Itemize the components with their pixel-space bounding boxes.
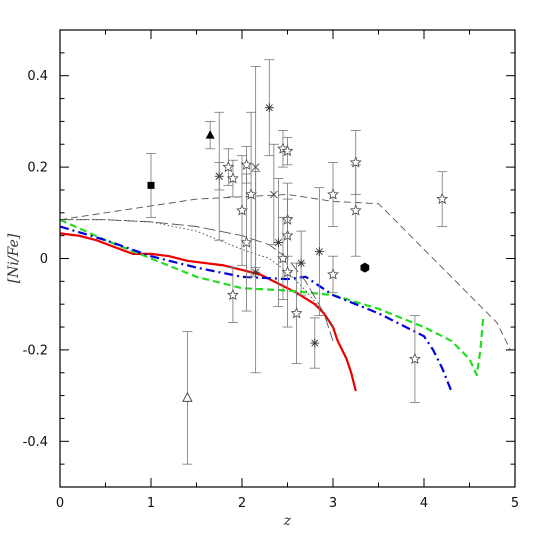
asterisk-stroke bbox=[311, 339, 319, 347]
asterisk-stroke bbox=[297, 259, 305, 267]
data-point-asterisk bbox=[273, 178, 284, 307]
open-star-marker bbox=[227, 288, 239, 301]
data-point-cross bbox=[214, 162, 225, 191]
asterisk-stroke bbox=[252, 268, 260, 276]
y-tick-label: -0.2 bbox=[23, 343, 48, 358]
data-point-star bbox=[245, 111, 257, 278]
y-axis-label: [Ni/Fe] bbox=[6, 233, 22, 283]
model-curve-dashed-4 bbox=[59, 194, 511, 351]
y-tick-label: 0 bbox=[40, 252, 48, 267]
tick-labels: 0 1 2 3 4 5 -0.4 -0.2 0 0.2 0.4 bbox=[23, 69, 520, 511]
asterisk-stroke bbox=[265, 104, 273, 112]
hexagon-marker bbox=[360, 262, 370, 273]
open-triangle-marker bbox=[182, 391, 193, 402]
open-star-marker bbox=[281, 265, 294, 278]
x-tick-label: 1 bbox=[147, 496, 155, 511]
data-point-asterisk bbox=[309, 317, 320, 369]
data-point-star bbox=[240, 173, 253, 312]
data-point-star bbox=[227, 159, 239, 198]
data-point-star bbox=[409, 315, 421, 403]
y-tick-label: 0.2 bbox=[27, 161, 48, 176]
observed-points bbox=[146, 59, 449, 465]
model-curves bbox=[59, 194, 514, 392]
data-point-star bbox=[222, 148, 235, 186]
y-tick-label: -0.4 bbox=[23, 435, 48, 450]
open-star-marker bbox=[245, 188, 257, 200]
data-point-star bbox=[281, 216, 294, 328]
data-point-asterisk bbox=[296, 230, 307, 296]
open-star-marker bbox=[327, 268, 339, 280]
model-curve-dashed-2 bbox=[59, 218, 485, 377]
data-point-cross bbox=[268, 143, 279, 246]
open-star-marker bbox=[227, 172, 239, 184]
open-star-marker bbox=[281, 144, 294, 157]
data-point-star bbox=[327, 162, 339, 227]
open-star-marker bbox=[327, 188, 339, 200]
open-star-marker bbox=[290, 307, 303, 319]
data-point-star bbox=[436, 171, 449, 227]
data-point-asterisk bbox=[314, 187, 325, 317]
data-point-star bbox=[349, 130, 362, 195]
open-star-marker bbox=[436, 192, 449, 205]
data-point-hexagon bbox=[360, 262, 370, 273]
open-star-marker bbox=[349, 204, 362, 216]
open-star-marker bbox=[240, 236, 253, 248]
y-tick-label: 0.4 bbox=[27, 69, 48, 84]
model-curve-dotted-6 bbox=[60, 219, 334, 328]
data-point-cross bbox=[250, 66, 261, 269]
x-axis-label: z bbox=[283, 513, 292, 529]
open-star-marker bbox=[240, 158, 253, 170]
x-tick-label: 4 bbox=[420, 496, 428, 511]
open-star-marker bbox=[277, 252, 289, 264]
triangle-marker bbox=[205, 130, 215, 139]
data-point-triangle bbox=[205, 121, 216, 150]
data-point-asterisk bbox=[264, 59, 275, 157]
model-curve-solid-1 bbox=[59, 232, 357, 392]
cross-stroke bbox=[270, 190, 278, 199]
cross-stroke bbox=[215, 172, 224, 181]
data-point-star bbox=[327, 255, 339, 294]
axis-ticks bbox=[59, 29, 516, 488]
model-curve-dashdot-3 bbox=[59, 225, 453, 392]
data-point-triangle-open bbox=[182, 331, 193, 465]
open-star-marker bbox=[349, 156, 362, 168]
open-star-marker bbox=[236, 204, 248, 216]
data-point-square bbox=[146, 152, 156, 218]
x-tick-label: 5 bbox=[511, 496, 519, 511]
x-tick-label: 0 bbox=[56, 496, 64, 511]
data-point-star bbox=[236, 155, 248, 266]
data-point-star bbox=[277, 216, 289, 301]
square-marker bbox=[147, 181, 155, 189]
open-star-marker bbox=[222, 160, 235, 173]
asterisk-stroke bbox=[315, 248, 323, 256]
x-tick-label: 3 bbox=[329, 496, 337, 511]
x-tick-label: 2 bbox=[238, 496, 246, 511]
open-star-marker bbox=[409, 352, 421, 365]
data-point-star bbox=[281, 136, 294, 166]
data-point-star bbox=[227, 267, 239, 323]
cross-stroke bbox=[251, 163, 260, 171]
